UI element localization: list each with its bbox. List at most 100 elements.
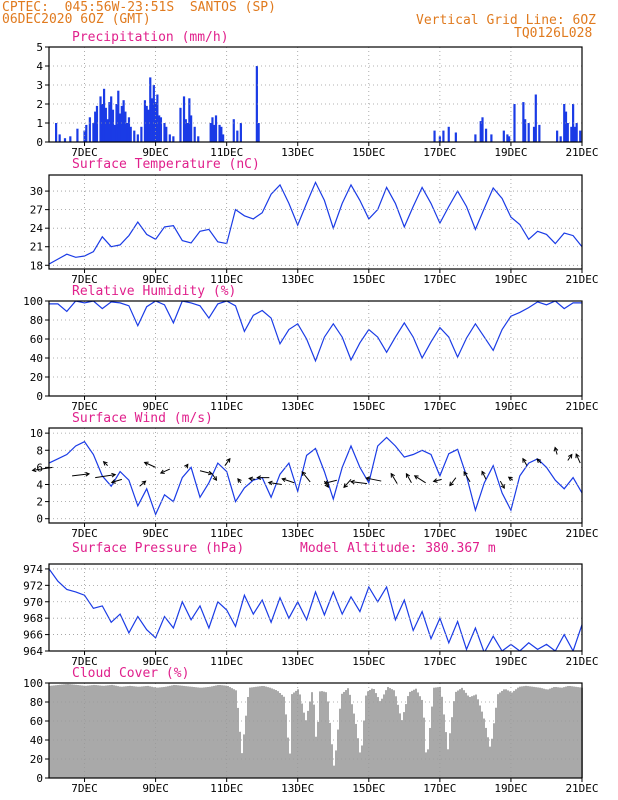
cloud-column <box>187 686 189 778</box>
cloud-column <box>511 692 513 778</box>
precip-bar <box>257 123 260 142</box>
cloud-column <box>437 687 439 778</box>
wind-vector <box>449 477 457 486</box>
humidity-frame <box>48 300 583 397</box>
cloud-column <box>81 685 83 778</box>
precip-bar <box>124 111 127 142</box>
cloud-column <box>305 720 307 778</box>
precip-bar <box>133 130 136 142</box>
cloud-column <box>79 685 81 778</box>
cloud-column <box>373 689 375 778</box>
cloud-column <box>51 685 53 778</box>
cloud-column <box>453 701 455 778</box>
pressure-xtick-label: 9DEC <box>142 655 169 668</box>
cloud-column <box>115 685 117 778</box>
cloud-column <box>397 704 399 778</box>
cloud-column <box>449 733 451 778</box>
wind-vector-head <box>207 470 214 476</box>
cloud-column <box>205 687 207 778</box>
cloud-ytick-label: 0 <box>36 772 43 785</box>
pressure-xtick-label: 17DEC <box>423 655 456 668</box>
precip-bar <box>149 77 152 142</box>
wind-vector-head <box>141 480 147 486</box>
cloud-column <box>239 731 241 778</box>
cloud-column <box>67 683 69 778</box>
cloud-column <box>445 732 447 778</box>
wind-vector-head <box>449 481 454 487</box>
wind-vector <box>268 481 282 485</box>
cloud-column <box>179 685 181 778</box>
cloud-column <box>71 684 73 778</box>
wind-ytick-label: 0 <box>36 513 43 526</box>
cloud-column <box>481 711 483 778</box>
precip-bar <box>55 123 58 142</box>
cloud-column <box>185 686 187 778</box>
cloud-column <box>171 685 173 778</box>
precip-bar <box>532 126 536 142</box>
precip-bar <box>83 130 86 142</box>
cloud-column <box>567 686 569 778</box>
cloud-column <box>433 687 435 778</box>
cloud-column <box>211 686 213 778</box>
wind-title: Surface Wind (m/s) <box>72 411 213 426</box>
cloud-column <box>193 686 195 778</box>
precip-bar <box>218 124 221 142</box>
wind-vector-head <box>390 472 395 478</box>
precip-bar <box>255 66 258 142</box>
wind-vector <box>301 471 311 483</box>
cloud-column <box>73 684 75 778</box>
cloud-column <box>125 686 127 778</box>
cloud-column <box>249 687 251 778</box>
precip-bar <box>508 136 511 142</box>
pressure-frame <box>48 563 583 652</box>
wind-vector-head <box>413 475 419 480</box>
temp-xtick-label: 13DEC <box>281 273 314 286</box>
humidity-xtick-label: 19DEC <box>494 400 527 413</box>
wind-vector <box>522 458 528 466</box>
precip-bar <box>182 96 186 142</box>
precip-bar <box>524 119 527 142</box>
temp-xtick-label: 11DEC <box>210 273 243 286</box>
cloud-column <box>473 695 475 778</box>
precip-title: Precipitation (mm/h) <box>72 30 229 45</box>
cloud-column <box>123 686 125 778</box>
cloud-column <box>95 685 97 778</box>
cloud-column <box>405 704 407 778</box>
pressure-xtick-label: 11DEC <box>210 655 243 668</box>
cloud-column <box>49 685 51 778</box>
cloud-column <box>229 687 231 778</box>
precip-bar <box>570 126 573 142</box>
cloud-column <box>427 749 429 778</box>
pressure-xtick-label: 15DEC <box>352 655 385 668</box>
wind-vector-head <box>481 470 486 476</box>
cloud-column <box>307 710 309 778</box>
cloud-column <box>311 692 313 778</box>
precip-bar <box>122 100 125 142</box>
wind-vector-head <box>102 460 108 466</box>
cloud-column <box>121 686 123 778</box>
cloud-column <box>507 690 509 778</box>
pressure-ytick-label: 972 <box>23 579 43 592</box>
cloud-column <box>327 701 329 778</box>
cloud-column <box>137 686 139 778</box>
cloud-column <box>149 686 151 778</box>
cloud-column <box>343 691 345 778</box>
cloud-xtick-label: 7DEC <box>71 782 98 795</box>
cloud-column <box>199 687 201 778</box>
cloud-xtick-label: 17DEC <box>423 782 456 795</box>
cloud-column <box>547 689 549 778</box>
wind-xtick-label: 13DEC <box>281 527 314 540</box>
cloud-column <box>323 691 325 778</box>
precip-ytick-label: 2 <box>36 98 43 111</box>
cloud-column <box>429 727 431 778</box>
cloud-column <box>89 685 91 778</box>
cloud-column <box>365 695 367 778</box>
cloud-column <box>145 686 147 778</box>
cloud-column <box>489 746 491 778</box>
precip-bar <box>479 121 482 142</box>
cloud-column <box>557 687 559 778</box>
header-line1-left: CPTEC: 045:56W-23:51S SANTOS (SP) <box>2 0 276 15</box>
precip-bar <box>197 136 200 142</box>
cloud-column <box>523 686 525 778</box>
cloud-column <box>251 687 253 778</box>
